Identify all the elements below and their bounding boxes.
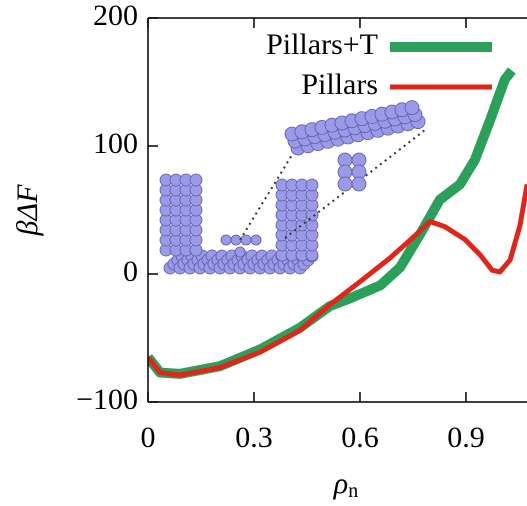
y-tick-label: 0 (123, 255, 138, 288)
page: βΔF ρn −100010020000.30.60.9Pillars+TPil… (0, 0, 527, 506)
inset-atom (405, 101, 419, 115)
y-tick-label: 200 (93, 0, 138, 32)
y-tick-label: −100 (76, 383, 138, 416)
y-tick-label: 100 (93, 127, 138, 160)
plot-area (148, 70, 527, 375)
y-axis-label: βΔF (11, 184, 44, 237)
x-axis-subscript: n (348, 480, 358, 502)
inset-atom (352, 177, 366, 191)
inset-atom (338, 177, 352, 191)
x-tick-label: 0.9 (447, 421, 485, 454)
x-tick-label: 0 (141, 421, 156, 454)
inset-atom (241, 235, 251, 245)
inset-atom (251, 235, 261, 245)
legend-label: Pillars (301, 68, 378, 101)
x-axis-label: ρn (333, 467, 358, 502)
series-line (148, 184, 527, 375)
x-tick-label: 0.6 (341, 421, 379, 454)
legend-label: Pillars+T (266, 28, 378, 61)
inset-atom (235, 247, 245, 257)
chart: βΔF ρn −100010020000.30.60.9Pillars+TPil… (0, 0, 527, 506)
x-axis-symbol: ρ (333, 467, 348, 500)
x-tick-label: 0.3 (235, 421, 273, 454)
series-line (148, 70, 512, 373)
inset-atom (231, 235, 241, 245)
inset-atom (190, 174, 202, 186)
inset-atom (306, 179, 318, 191)
inset-atom (221, 235, 231, 245)
inset-image (160, 101, 425, 274)
